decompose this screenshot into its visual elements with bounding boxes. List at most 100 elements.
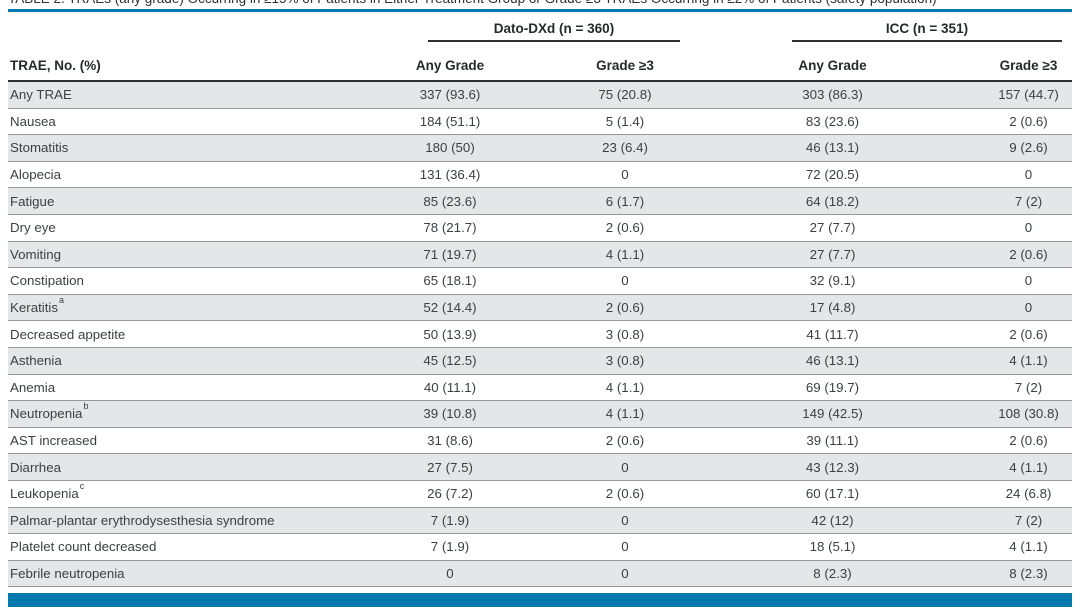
- group-header-row: Dato-DXd (n = 360) ICC (n = 351): [8, 12, 1072, 42]
- trae-label-cell: AST increased: [8, 427, 330, 455]
- trae-label-cell: Alopecia: [8, 161, 330, 189]
- trae-label-cell: Nausea: [8, 108, 330, 136]
- value-cell: 17 (4.8): [680, 294, 985, 322]
- column-header-dato-grade3: Grade ≥3: [570, 42, 680, 82]
- value-cell: 0: [330, 560, 570, 588]
- trae-label: Fatigue: [10, 193, 55, 209]
- column-header-icc-grade3: Grade ≥3: [985, 42, 1072, 82]
- trae-label: Decreased appetite: [10, 326, 126, 342]
- table-row: AST increased 31 (8.6) 2 (0.6) 39 (11.1) 2 (…: [8, 427, 1072, 455]
- value-cell: 43 (12.3): [680, 453, 985, 481]
- trae-label: Diarrhea: [10, 459, 61, 475]
- value-cell: 18 (5.1): [680, 533, 985, 561]
- table-row: Any TRAE 337 (93.6) 75 (20.8) 303 (86.3) 157…: [8, 81, 1072, 109]
- trae-label-cell: Constipation: [8, 267, 330, 295]
- group-icc-label: ICC (n = 351): [885, 21, 969, 36]
- value-cell: 4 (1.1): [570, 374, 680, 402]
- table-row: Leukopeniac 26 (7.2) 2 (0.6) 60 (17.1) 24 (6…: [8, 480, 1072, 508]
- value-cell: 7 (1.9): [330, 507, 570, 535]
- trae-label-cell: Febrile neutropenia: [8, 560, 330, 588]
- value-cell: 149 (42.5): [680, 400, 985, 428]
- trae-label: Febrile neutropenia: [10, 565, 125, 581]
- value-cell: 71 (19.7): [330, 241, 570, 269]
- value-cell: 72 (20.5): [680, 161, 985, 189]
- table-row: Alopecia 131 (36.4) 0 72 (20.5) 0: [8, 161, 1072, 189]
- table-row: Dry eye 78 (21.7) 2 (0.6) 27 (7.7) 0: [8, 214, 1072, 242]
- table-row: Fatigue 85 (23.6) 6 (1.7) 64 (18.2) 7 (2): [8, 187, 1072, 215]
- value-cell: 157 (44.7): [985, 81, 1072, 109]
- value-cell: 8 (2.3): [680, 560, 985, 588]
- value-cell: 7 (2): [985, 374, 1072, 402]
- trae-label-cell: Anemia: [8, 374, 330, 402]
- value-cell: 2 (0.6): [570, 294, 680, 322]
- trae-label-cell: Palmar-plantar erythrodysesthesia syndro…: [8, 507, 330, 535]
- trae-label-cell: Platelet count decreased: [8, 533, 330, 561]
- value-cell: 184 (51.1): [330, 108, 570, 136]
- value-cell: 0: [985, 267, 1072, 295]
- trae-label-cell: Fatigue: [8, 187, 330, 215]
- value-cell: 180 (50): [330, 134, 570, 162]
- table-row: Nausea 184 (51.1) 5 (1.4) 83 (23.6) 2 (0.6): [8, 108, 1072, 136]
- column-header-trae: TRAE, No. (%): [8, 42, 330, 82]
- value-cell: 0: [570, 533, 680, 561]
- table-row: Febrile neutropenia 0 0 8 (2.3) 8 (2.3): [8, 560, 1072, 588]
- column-header-row: TRAE, No. (%) Any Grade Grade ≥3 Any Gra…: [8, 42, 1072, 82]
- value-cell: 27 (7.7): [680, 241, 985, 269]
- value-cell: 23 (6.4): [570, 134, 680, 162]
- trae-label: Asthenia: [10, 353, 62, 369]
- value-cell: 2 (0.6): [985, 241, 1072, 269]
- value-cell: 0: [570, 507, 680, 535]
- trae-label: Stomatitis: [10, 140, 69, 156]
- table-row: Diarrhea 27 (7.5) 0 43 (12.3) 4 (1.1): [8, 453, 1072, 481]
- value-cell: 0: [570, 453, 680, 481]
- table-row: Asthenia 45 (12.5) 3 (0.8) 46 (13.1) 4 (1.1): [8, 347, 1072, 375]
- value-cell: 41 (11.7): [680, 320, 985, 348]
- value-cell: 131 (36.4): [330, 161, 570, 189]
- value-cell: 42 (12): [680, 507, 985, 535]
- value-cell: 60 (17.1): [680, 480, 985, 508]
- value-cell: 0: [985, 294, 1072, 322]
- trae-label: Palmar-plantar erythrodysesthesia syndro…: [10, 512, 275, 528]
- value-cell: 65 (18.1): [330, 267, 570, 295]
- group-header-dato-dxd: Dato-DXd (n = 360): [330, 12, 680, 42]
- trae-label: Anemia: [10, 379, 56, 395]
- value-cell: 6 (1.7): [570, 187, 680, 215]
- value-cell: 64 (18.2): [680, 187, 985, 215]
- value-cell: 39 (10.8): [330, 400, 570, 428]
- group-dato-label: Dato-DXd (n = 360): [493, 21, 615, 36]
- trae-label-cell: Vomiting: [8, 241, 330, 269]
- value-cell: 27 (7.5): [330, 453, 570, 481]
- value-cell: 2 (0.6): [570, 480, 680, 508]
- value-cell: 8 (2.3): [985, 560, 1072, 588]
- trae-label: Nausea: [10, 113, 56, 129]
- value-cell: 46 (13.1): [680, 347, 985, 375]
- trae-label: Keratitis: [10, 300, 59, 316]
- trae-label-cell: Neutropeniab: [8, 400, 330, 428]
- table-body: Any TRAE 337 (93.6) 75 (20.8) 303 (86.3) 157…: [8, 81, 1072, 588]
- value-cell: 69 (19.7): [680, 374, 985, 402]
- value-cell: 0: [570, 161, 680, 189]
- trae-label-cell: Stomatitis: [8, 134, 330, 162]
- value-cell: 2 (0.6): [985, 320, 1072, 348]
- table-row: Platelet count decreased 7 (1.9) 0 18 (5.1)…: [8, 533, 1072, 561]
- value-cell: 46 (13.1): [680, 134, 985, 162]
- table-row: Vomiting 71 (19.7) 4 (1.1) 27 (7.7) 2 (0.6): [8, 241, 1072, 269]
- value-cell: 4 (1.1): [985, 347, 1072, 375]
- footnote-marker: a: [59, 294, 65, 305]
- table-row: Keratitisa 52 (14.4) 2 (0.6) 17 (4.8) 0: [8, 294, 1072, 322]
- trae-label: Constipation: [10, 273, 84, 289]
- value-cell: 2 (0.6): [985, 108, 1072, 136]
- table-row: Constipation 65 (18.1) 0 32 (9.1) 0: [8, 267, 1072, 295]
- value-cell: 3 (0.8): [570, 320, 680, 348]
- table-row: Decreased appetite 50 (13.9) 3 (0.8) 41 (11…: [8, 320, 1072, 348]
- value-cell: 4 (1.1): [570, 241, 680, 269]
- table-row: Anemia 40 (11.1) 4 (1.1) 69 (19.7) 7 (2): [8, 374, 1072, 402]
- value-cell: 78 (21.7): [330, 214, 570, 242]
- value-cell: 32 (9.1): [680, 267, 985, 295]
- value-cell: 85 (23.6): [330, 187, 570, 215]
- group-dato-rule: Dato-DXd (n = 360): [428, 21, 680, 42]
- value-cell: 0: [985, 161, 1072, 189]
- value-cell: 4 (1.1): [570, 400, 680, 428]
- table-title-clipped: TABLE 2. TRAEs (any grade) Occurring in …: [8, 0, 1072, 9]
